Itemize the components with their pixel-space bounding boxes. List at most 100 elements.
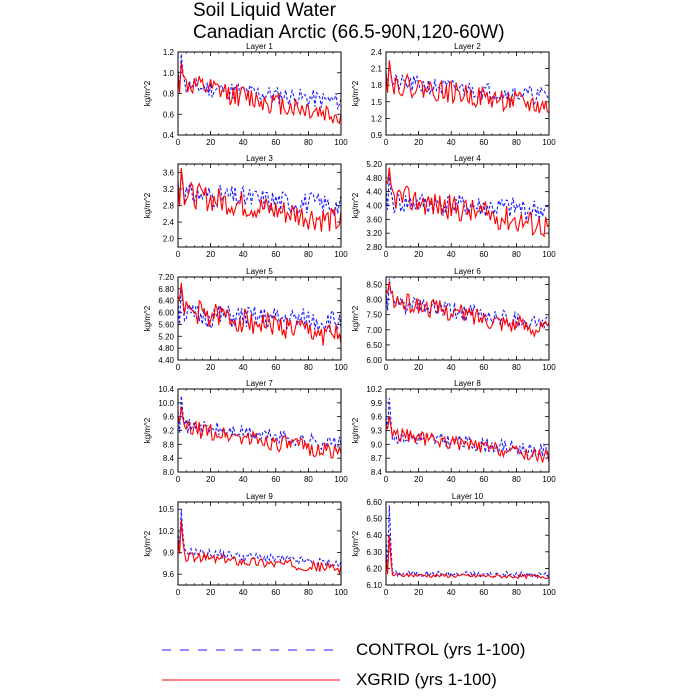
layer-2-ytick-label: 0.9 bbox=[371, 131, 383, 140]
layer-1-xgrid-line bbox=[177, 62, 342, 125]
layer-4-title: Layer 4 bbox=[454, 154, 481, 163]
layer-4-xtick-label: 40 bbox=[447, 250, 456, 259]
layer-3-xtick-label: 40 bbox=[239, 250, 248, 259]
layer-7-xtick-label: 20 bbox=[206, 475, 215, 484]
layer-7-ytick-label: 10.4 bbox=[158, 385, 174, 394]
layer-3-title: Layer 3 bbox=[246, 154, 273, 163]
layer-1-xtick-label: 80 bbox=[304, 138, 313, 147]
layer-7-ytick-label: 8.0 bbox=[163, 468, 175, 477]
layer-5-ylabel: kg/m^2 bbox=[143, 305, 152, 331]
layer-8-xtick-label: 60 bbox=[479, 475, 488, 484]
layer-9-xtick-label: 100 bbox=[334, 588, 348, 597]
layer-5-title: Layer 5 bbox=[246, 267, 273, 276]
layer-3-xtick-label: 0 bbox=[176, 250, 181, 259]
layer-7-ylabel: kg/m^2 bbox=[143, 417, 152, 443]
layer-8-frame bbox=[385, 388, 550, 473]
legend-label-control: CONTROL (yrs 1-100) bbox=[356, 640, 526, 659]
layer-3-ytick-label: 3.2 bbox=[163, 185, 175, 194]
layer-4-xtick-label: 80 bbox=[512, 250, 521, 259]
layer-10-ytick-label: 6.20 bbox=[366, 564, 382, 573]
layer-8-xgrid-line bbox=[385, 416, 550, 463]
layer-10-xtick-label: 80 bbox=[512, 588, 521, 597]
layer-9-xgrid-line bbox=[177, 519, 342, 576]
layer-8-xtick-label: 0 bbox=[384, 475, 389, 484]
layer-10-xtick-label: 100 bbox=[542, 588, 556, 597]
layer-6-xtick-label: 20 bbox=[414, 363, 423, 372]
layer-4-xtick-label: 20 bbox=[414, 250, 423, 259]
layer-6-ytick-label: 6.00 bbox=[366, 356, 382, 365]
layer-6-frame bbox=[385, 276, 550, 361]
layer-9-frame bbox=[177, 501, 342, 586]
layer-5-ytick-label: 4.40 bbox=[158, 356, 174, 365]
layer-7-ytick-label: 8.4 bbox=[163, 454, 175, 463]
layer-3-xgrid-line bbox=[177, 168, 342, 232]
layer-7-ytick-label: 9.2 bbox=[163, 427, 175, 436]
layer-2-xtick-label: 60 bbox=[479, 138, 488, 147]
layer-3-ytick-label: 2.4 bbox=[163, 218, 175, 227]
layer-7-control-line bbox=[177, 395, 342, 453]
layer-10-control-line bbox=[385, 505, 550, 580]
layer-7-ytick-label: 8.8 bbox=[163, 440, 175, 449]
layer-8-xtick-label: 80 bbox=[512, 475, 521, 484]
layer-6-title: Layer 6 bbox=[454, 267, 481, 276]
layer-3-ylabel: kg/m^2 bbox=[143, 192, 152, 218]
layer-2-ytick-label: 2.1 bbox=[371, 65, 383, 74]
layer-3-xtick-label: 80 bbox=[304, 250, 313, 259]
layer-8-ytick-label: 8.4 bbox=[371, 468, 383, 477]
layer-10-xtick-label: 60 bbox=[479, 588, 488, 597]
layer-5-xtick-label: 80 bbox=[304, 363, 313, 372]
layer-2-xtick-label: 100 bbox=[542, 138, 556, 147]
layer-8-xtick-label: 100 bbox=[542, 475, 556, 484]
layer-6-xtick-label: 80 bbox=[512, 363, 521, 372]
layer-4-ytick-label: 5.20 bbox=[366, 160, 382, 169]
layer-5-control-line bbox=[177, 285, 342, 333]
layer-1-xtick-label: 100 bbox=[334, 138, 348, 147]
layer-1-frame bbox=[177, 51, 342, 136]
layer-2-frame bbox=[385, 51, 550, 136]
layer-8-ylabel: kg/m^2 bbox=[351, 417, 360, 443]
layer-5-xtick-label: 20 bbox=[206, 363, 215, 372]
layer-1-xtick-label: 60 bbox=[271, 138, 280, 147]
layer-2-xtick-label: 0 bbox=[384, 138, 389, 147]
layer-8-ytick-label: 9.9 bbox=[371, 399, 383, 408]
layer-6-xgrid-line bbox=[385, 281, 550, 338]
layer-2-xtick-label: 80 bbox=[512, 138, 521, 147]
layer-1-xtick-label: 40 bbox=[239, 138, 248, 147]
layer-3-xtick-label: 100 bbox=[334, 250, 348, 259]
layer-6-ytick-label: 7.50 bbox=[366, 311, 382, 320]
layer-1-ytick-label: 0.8 bbox=[163, 90, 175, 99]
layer-6-ytick-label: 7.00 bbox=[366, 326, 382, 335]
layer-4-ylabel: kg/m^2 bbox=[351, 192, 360, 218]
layer-10-ytick-label: 6.30 bbox=[366, 548, 382, 557]
layer-7-frame bbox=[177, 388, 342, 473]
layer-9-xtick-label: 80 bbox=[304, 588, 313, 597]
layer-1-ytick-label: 0.6 bbox=[163, 110, 175, 119]
layer-7-xtick-label: 0 bbox=[176, 475, 181, 484]
layer-5-ytick-label: 6.00 bbox=[158, 309, 174, 318]
layer-1-xtick-label: 0 bbox=[176, 138, 181, 147]
layer-1-ytick-label: 1.0 bbox=[163, 69, 175, 78]
layer-10-ytick-label: 6.50 bbox=[366, 515, 382, 524]
layer-3-xtick-label: 20 bbox=[206, 250, 215, 259]
layer-5-ytick-label: 7.20 bbox=[158, 273, 174, 282]
layer-9-ytick-label: 9.6 bbox=[163, 570, 175, 579]
layer-1-ytick-label: 1.2 bbox=[163, 48, 175, 57]
layer-7-xtick-label: 40 bbox=[239, 475, 248, 484]
layer-10-ytick-label: 6.60 bbox=[366, 498, 382, 507]
layer-9-ylabel: kg/m^2 bbox=[143, 530, 152, 556]
layer-3-ytick-label: 3.6 bbox=[163, 168, 175, 177]
layer-8-xtick-label: 20 bbox=[414, 475, 423, 484]
layer-7-ytick-label: 10.0 bbox=[158, 399, 174, 408]
layer-7-xtick-label: 60 bbox=[271, 475, 280, 484]
legend-label-xgrid: XGRID (yrs 1-100) bbox=[356, 670, 497, 689]
layer-3-xtick-label: 60 bbox=[271, 250, 280, 259]
layer-10-xgrid-line bbox=[385, 535, 550, 580]
layer-2-ylabel: kg/m^2 bbox=[351, 80, 360, 106]
layer-5-xtick-label: 100 bbox=[334, 363, 348, 372]
layer-5-frame bbox=[177, 276, 342, 361]
layer-2-ytick-label: 1.5 bbox=[371, 98, 383, 107]
layer-8-ytick-label: 9.3 bbox=[371, 427, 383, 436]
layer-6-xtick-label: 40 bbox=[447, 363, 456, 372]
layer-4-xtick-label: 0 bbox=[384, 250, 389, 259]
